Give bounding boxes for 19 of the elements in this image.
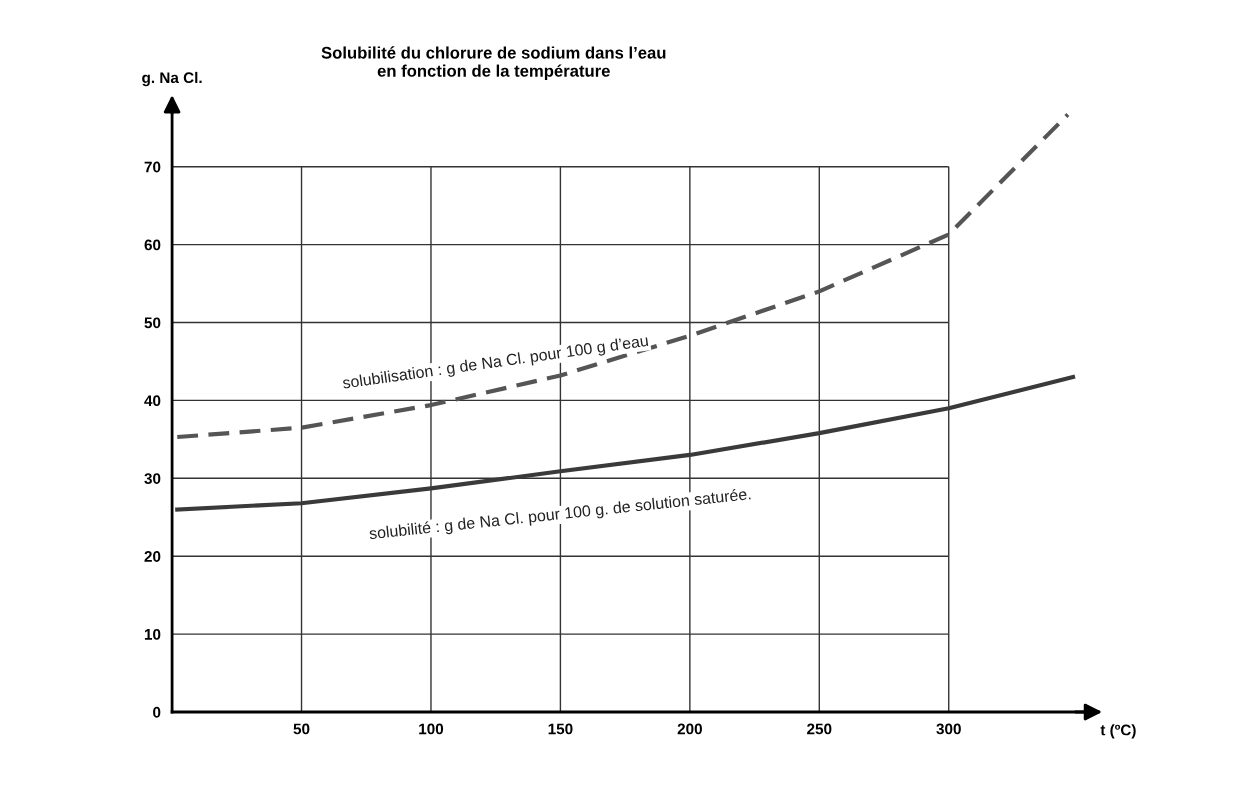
y-tick-label: 60 [144, 239, 161, 251]
y-tick-label: 0 [153, 706, 161, 718]
y-tick-label: 20 [144, 551, 161, 562]
text: solubilité : g de Na Cl. pour 100 g. de solution saturée. [368, 487, 751, 543]
x-tick-label: 50 [293, 723, 310, 735]
x-axis-title: t (ºC) [1100, 724, 1136, 739]
y-tick-label: 30 [144, 473, 161, 485]
x-tick-label: 200 [677, 723, 702, 735]
y-axis-title: g. Na Cl. [142, 71, 202, 87]
x-tick-label: 150 [548, 723, 573, 735]
y-tick-label: 40 [144, 395, 161, 407]
chart-title: Solubilité du chlorure de sodium dans l’eau en fonction de la température [321, 46, 666, 81]
x-tick-label: 300 [936, 723, 961, 735]
y-tick-label: 10 [144, 628, 161, 640]
text: solubilisation : g de Na Cl. pour 100 g d’eau [342, 334, 649, 392]
y-tick-label: 70 [144, 161, 161, 173]
y-tick-label: 50 [144, 317, 161, 329]
x-tick-label: 100 [419, 723, 444, 735]
x-tick-label: 250 [807, 723, 832, 735]
